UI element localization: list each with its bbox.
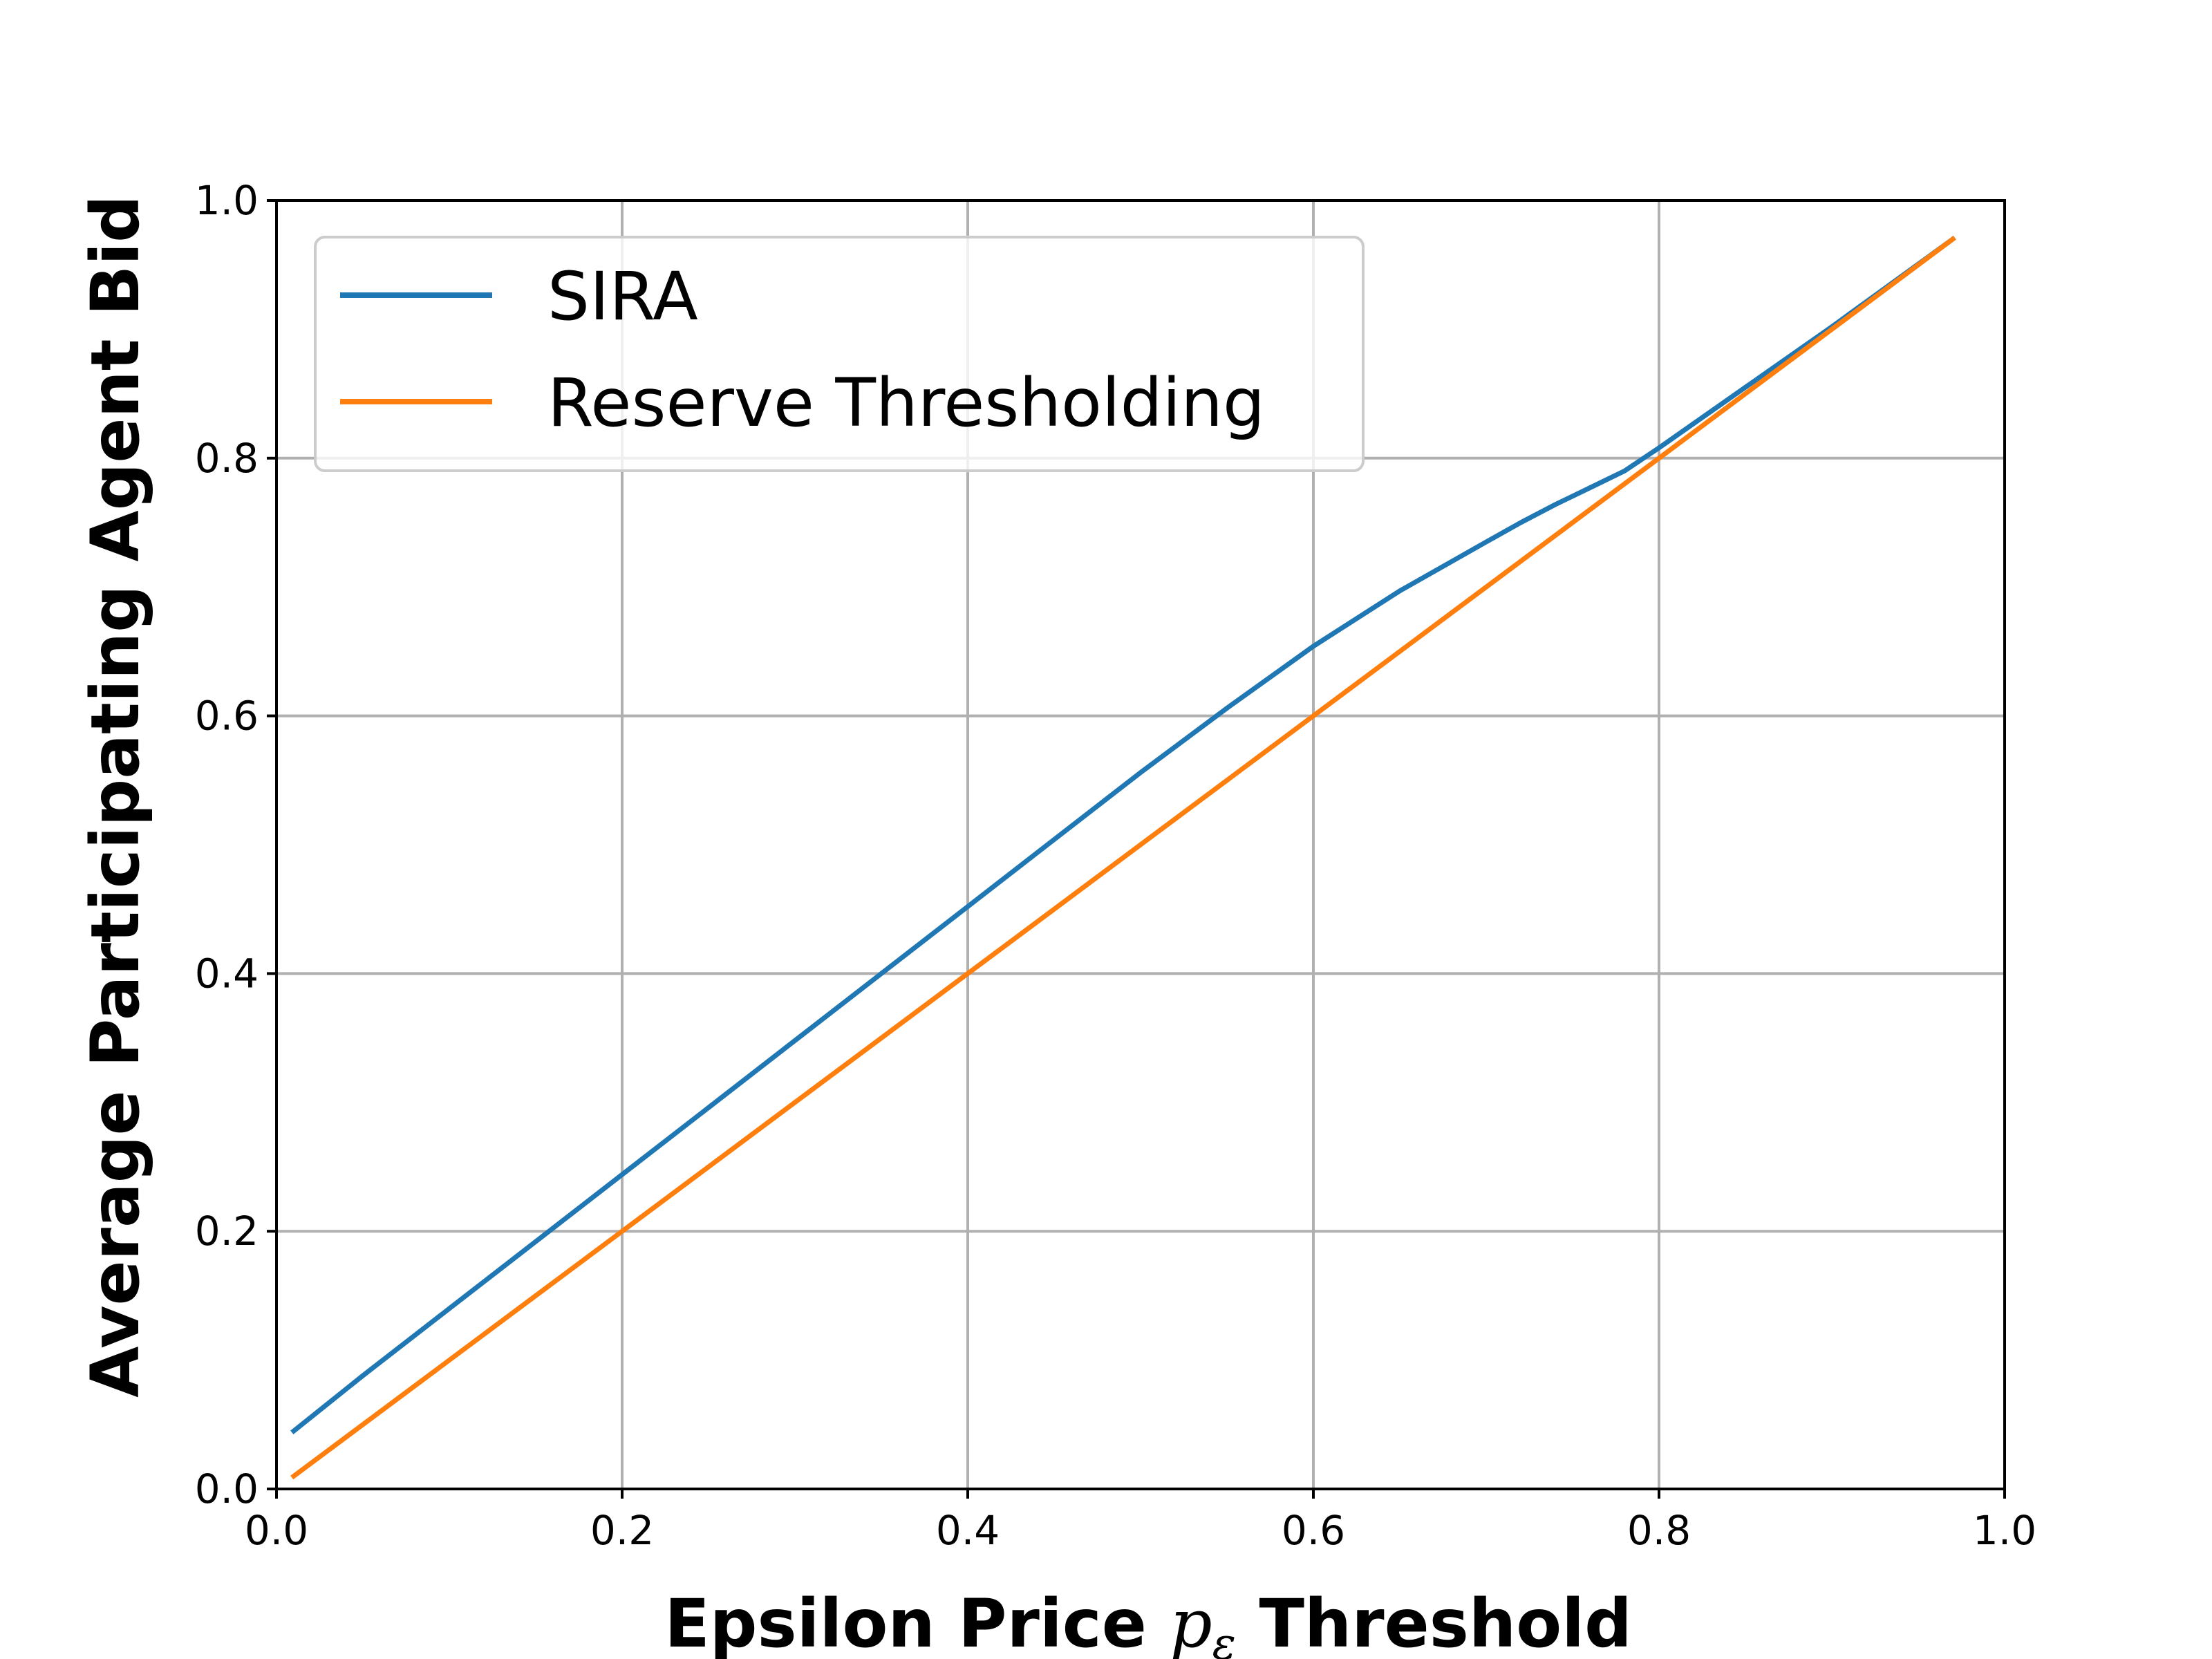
x-axis-label-suffix: Threshold — [1236, 1585, 1632, 1659]
legend-label-reserve-thresholding: Reserve Thresholding — [547, 364, 1265, 442]
x-axis-label-symbol: p — [1170, 1585, 1212, 1659]
legend-frame — [314, 236, 1365, 472]
x-tick-label: 1.0 — [1973, 1507, 2036, 1554]
x-tick-label: 0.8 — [1627, 1507, 1691, 1554]
y-tick-label: 0.2 — [195, 1208, 259, 1255]
series-line-reserve-thresholding — [290, 236, 1956, 1480]
plot-area-series — [290, 236, 1956, 1480]
x-tick-label: 0.6 — [1282, 1507, 1345, 1554]
x-axis-label-prefix: Epsilon Price — [664, 1585, 1170, 1659]
x-tick-label: 0.2 — [590, 1507, 654, 1554]
legend: SIRA Reserve Thresholding — [314, 236, 1365, 472]
axes-frame — [275, 199, 2006, 1490]
x-axis-label-subscript: ε — [1212, 1619, 1236, 1659]
axis-ticks: 0.0 0.2 0.4 0.6 0.8 1.0 0.0 0.2 0.4 0.6 0.8 1.0 — [195, 177, 2036, 1554]
x-tick-label: 0.0 — [245, 1507, 308, 1554]
series-line-sira — [290, 236, 1956, 1435]
y-tick-label: 0.8 — [195, 435, 259, 482]
y-tick-label: 0.0 — [195, 1465, 259, 1512]
y-tick-label: 1.0 — [195, 177, 259, 224]
y-axis-label: Average Participating Agent Bid — [77, 195, 154, 1398]
y-tick-label: 0.6 — [195, 693, 259, 740]
x-tick-label: 0.4 — [936, 1507, 1000, 1554]
y-tick-label: 0.4 — [195, 950, 259, 997]
x-axis-label: Epsilon Price pε Threshold — [664, 1585, 1632, 1659]
legend-label-sira: SIRA — [547, 258, 698, 335]
